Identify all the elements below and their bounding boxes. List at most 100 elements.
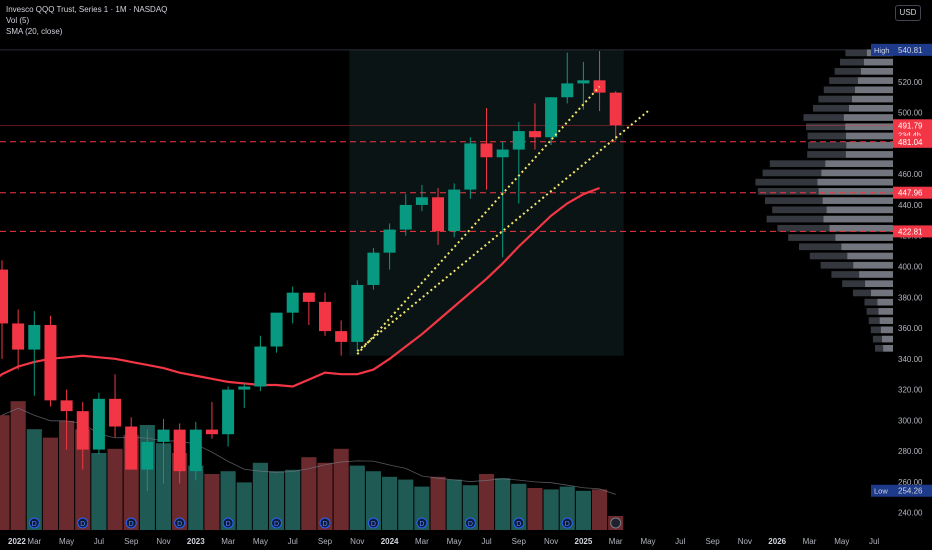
level-price-tag-bg — [893, 135, 932, 148]
dividend-icon — [561, 517, 573, 529]
profile-bar-inner — [826, 206, 893, 214]
dividend-label: D — [274, 521, 279, 528]
profile-bar-outer — [803, 114, 844, 121]
price-tick-label: 460.00 — [898, 170, 923, 179]
volume-bar — [398, 479, 414, 530]
profile-bar-inner — [817, 178, 893, 186]
level-price-tag-bg — [893, 186, 932, 199]
profile-bar-outer — [766, 215, 824, 223]
time-tick-label: May — [834, 537, 849, 546]
profile-bar-inner — [829, 224, 893, 232]
profile-bar-inner — [865, 280, 893, 288]
profile-bar-outer — [755, 178, 818, 186]
chart-background — [0, 49, 893, 356]
time-tick-label: Jul — [94, 537, 104, 546]
high-caption: High — [874, 46, 889, 55]
dividend-label: D — [129, 521, 134, 528]
price-tick-label: 240.00 — [898, 509, 923, 518]
profile-bar-outer — [875, 344, 884, 352]
volume-bar — [462, 485, 478, 530]
symbol-title[interactable]: Invesco QQQ Trust, Series 1 · 1M · NASDA… — [6, 5, 168, 14]
candle-body — [496, 149, 509, 158]
candle-body — [415, 197, 428, 205]
profile-bar-inner — [845, 151, 893, 158]
profile-bar-outer — [842, 280, 866, 288]
countdown-label: 23d 4h — [898, 130, 921, 139]
dividend-icon — [125, 517, 137, 529]
candle-body — [125, 426, 138, 470]
trendlines[interactable] — [356, 85, 649, 355]
profile-bar-inner — [835, 234, 893, 241]
currency-button[interactable]: USD — [895, 5, 921, 21]
low-tag-bg — [893, 484, 932, 497]
profile-bar-outer — [807, 141, 847, 149]
profile-bar-outer — [823, 86, 855, 94]
candle-body — [528, 131, 541, 138]
volume-bar — [172, 453, 188, 530]
profile-bar-outer — [834, 68, 861, 75]
volume-bar — [543, 489, 559, 530]
dividend-label: D — [565, 521, 570, 528]
volume-bar — [285, 469, 301, 530]
profile-bar-outer — [820, 261, 854, 269]
profile-bar-outer — [765, 197, 823, 204]
time-tick-label: May — [59, 537, 74, 546]
dividend-label: D — [322, 521, 327, 528]
time-axis[interactable]: 2022 Mar May Jul Sep Nov 2023 Mar May Jul Sep Nov 20… — [0, 530, 932, 550]
volume-bar — [333, 448, 349, 530]
candle-body — [335, 331, 348, 342]
profile-bar-inner — [859, 271, 893, 278]
sma-line — [0, 186, 600, 388]
dividend-label: D — [80, 521, 85, 528]
time-tick-label: Sep — [124, 537, 139, 546]
profile-bar-outer — [866, 308, 879, 315]
profile-bar-inner — [880, 326, 893, 334]
dividend-icon — [77, 517, 89, 529]
volume-bar — [107, 448, 123, 530]
profile-bar-inner — [863, 58, 893, 66]
volume-bar — [26, 429, 42, 530]
lightning-icon — [610, 517, 622, 529]
volume-bar — [301, 457, 317, 530]
time-tick-label: Nov — [544, 537, 558, 546]
time-tick-label: Sep — [705, 537, 720, 546]
dividend-icon — [367, 517, 379, 529]
volume-bar — [204, 474, 220, 530]
volume-bar — [575, 490, 591, 530]
dividend-icon — [319, 517, 331, 529]
profile-bar-inner — [818, 188, 893, 195]
profile-bar-inner — [847, 252, 893, 260]
profile-bar-outer — [799, 243, 842, 251]
current-price-tag-bg — [893, 119, 932, 141]
profile-bar-outer — [870, 326, 881, 334]
horizontal-levels[interactable] — [0, 124, 893, 232]
candle-body — [577, 80, 590, 84]
volume-bar — [59, 420, 75, 530]
time-tick-label: May — [253, 537, 268, 546]
candle-body — [448, 189, 461, 232]
profile-bar-outer — [813, 104, 849, 112]
dividend-label: D — [516, 521, 521, 528]
volume-indicator-label[interactable]: Vol (5) — [6, 16, 30, 25]
volume-bar — [0, 415, 10, 530]
high-tag: 540.81 — [898, 46, 923, 55]
time-tick-label: May — [640, 537, 655, 546]
candle-body — [141, 441, 154, 470]
profile-bar-inner — [877, 298, 893, 306]
profile-bar-outer — [840, 58, 864, 66]
time-tick-label: Mar — [415, 537, 429, 546]
profile-bar-outer — [807, 132, 847, 140]
volume-bar — [155, 443, 172, 530]
dividend-icon — [513, 517, 525, 529]
candle-body — [319, 301, 331, 332]
candle-body — [609, 92, 622, 126]
profile-bar-outer — [806, 123, 846, 131]
sma-indicator-label[interactable]: SMA (20, close) — [6, 27, 63, 36]
price-axis[interactable]: 540.00520.00500.00480.00460.00440.00420.… — [871, 0, 932, 530]
profile-bar-inner — [881, 335, 893, 343]
volume-bar — [10, 401, 26, 530]
dividend-label: D — [468, 521, 473, 528]
candle-body — [561, 83, 574, 98]
candle-body — [545, 97, 558, 138]
